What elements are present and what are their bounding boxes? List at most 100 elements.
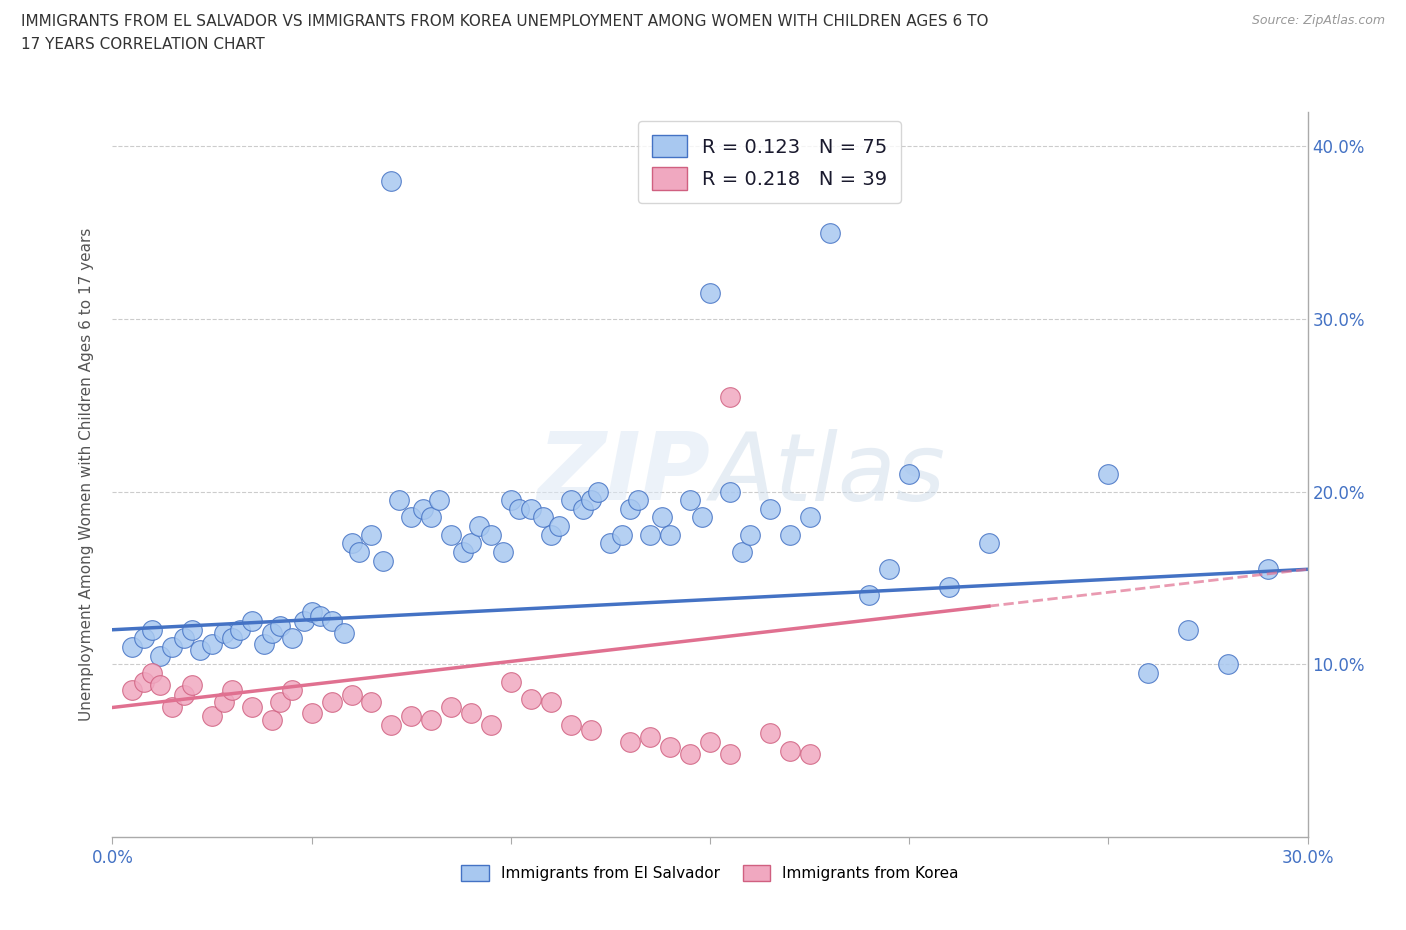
Point	[1216, 657, 1239, 671]
Point	[340, 536, 363, 551]
Point	[321, 614, 343, 629]
Point	[619, 735, 641, 750]
Point	[269, 618, 291, 633]
Point	[1097, 467, 1119, 482]
Point	[879, 562, 901, 577]
Point	[690, 510, 713, 525]
Point	[1137, 666, 1160, 681]
Point	[340, 688, 363, 703]
Point	[253, 636, 276, 651]
Point	[308, 608, 330, 623]
Point	[499, 493, 522, 508]
Point	[759, 501, 782, 516]
Point	[401, 510, 423, 525]
Text: 17 YEARS CORRELATION CHART: 17 YEARS CORRELATION CHART	[21, 37, 264, 52]
Point	[659, 527, 682, 542]
Point	[679, 747, 702, 762]
Point	[619, 501, 641, 516]
Point	[588, 485, 610, 499]
Point	[121, 683, 143, 698]
Point	[718, 485, 741, 499]
Point	[380, 717, 402, 732]
Point	[540, 527, 562, 542]
Point	[531, 510, 554, 525]
Point	[571, 501, 593, 516]
Point	[492, 545, 515, 560]
Point	[1257, 562, 1279, 577]
Point	[360, 527, 382, 542]
Point	[468, 519, 491, 534]
Y-axis label: Unemployment Among Women with Children Ages 6 to 17 years: Unemployment Among Women with Children A…	[79, 228, 94, 721]
Point	[292, 614, 315, 629]
Point	[858, 588, 880, 603]
Point	[560, 493, 582, 508]
Point	[540, 695, 562, 710]
Point	[779, 527, 801, 542]
Legend: Immigrants from El Salvador, Immigrants from Korea: Immigrants from El Salvador, Immigrants …	[456, 859, 965, 887]
Point	[373, 553, 395, 568]
Point	[281, 631, 304, 645]
Point	[162, 640, 183, 655]
Point	[440, 700, 463, 715]
Point	[321, 695, 343, 710]
Point	[134, 674, 156, 689]
Point	[301, 605, 323, 620]
Point	[799, 747, 821, 762]
Point	[520, 691, 543, 706]
Point	[627, 493, 650, 508]
Point	[718, 389, 741, 404]
Point	[149, 648, 172, 663]
Point	[240, 614, 263, 629]
Point	[479, 717, 502, 732]
Point	[412, 501, 434, 516]
Point	[420, 712, 443, 727]
Point	[240, 700, 263, 715]
Point	[599, 536, 621, 551]
Point	[388, 493, 411, 508]
Point	[738, 527, 761, 542]
Point	[659, 739, 682, 754]
Point	[479, 527, 502, 542]
Point	[141, 622, 163, 637]
Point	[332, 626, 354, 641]
Point	[269, 695, 291, 710]
Point	[799, 510, 821, 525]
Point	[221, 631, 243, 645]
Point	[451, 545, 474, 560]
Point	[731, 545, 754, 560]
Point	[508, 501, 530, 516]
Point	[181, 678, 204, 693]
Point	[420, 510, 443, 525]
Point	[579, 493, 602, 508]
Point	[938, 579, 960, 594]
Point	[759, 726, 782, 741]
Text: Atlas: Atlas	[710, 429, 945, 520]
Point	[699, 735, 721, 750]
Point	[651, 510, 673, 525]
Point	[229, 622, 252, 637]
Point	[360, 695, 382, 710]
Point	[679, 493, 702, 508]
Point	[212, 695, 235, 710]
Point	[173, 688, 195, 703]
Point	[188, 643, 211, 658]
Point	[427, 493, 450, 508]
Text: Source: ZipAtlas.com: Source: ZipAtlas.com	[1251, 14, 1385, 27]
Point	[818, 225, 841, 240]
Point	[349, 545, 371, 560]
Point	[640, 729, 662, 744]
Point	[260, 712, 283, 727]
Point	[520, 501, 543, 516]
Point	[612, 527, 634, 542]
Point	[212, 626, 235, 641]
Point	[977, 536, 1000, 551]
Point	[499, 674, 522, 689]
Point	[401, 709, 423, 724]
Point	[460, 705, 482, 720]
Text: IMMIGRANTS FROM EL SALVADOR VS IMMIGRANTS FROM KOREA UNEMPLOYMENT AMONG WOMEN WI: IMMIGRANTS FROM EL SALVADOR VS IMMIGRANT…	[21, 14, 988, 29]
Point	[898, 467, 921, 482]
Point	[201, 636, 224, 651]
Point	[547, 519, 569, 534]
Point	[301, 705, 323, 720]
Point	[281, 683, 304, 698]
